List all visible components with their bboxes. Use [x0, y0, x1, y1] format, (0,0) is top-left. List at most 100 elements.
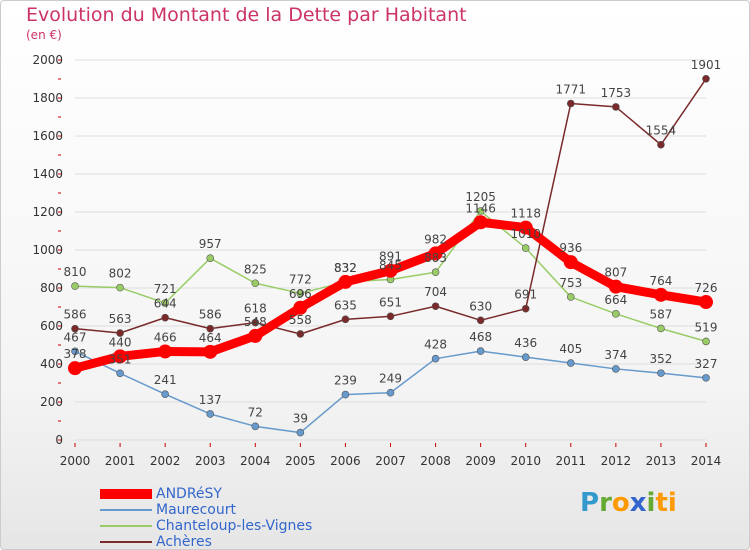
- data-point: [251, 318, 260, 327]
- y-tick-label: 1400: [32, 167, 63, 181]
- data-label: 428: [424, 338, 447, 352]
- data-point: [476, 316, 485, 325]
- legend-item: Achères: [100, 534, 360, 550]
- data-label: 810: [64, 265, 87, 279]
- y-tick-label: 1600: [32, 129, 63, 143]
- data-label: 982: [424, 232, 447, 246]
- data-point: [341, 390, 350, 399]
- data-point: [566, 293, 575, 301]
- data-point: [521, 353, 530, 361]
- data-label: 764: [649, 274, 672, 288]
- data-label: 405: [559, 342, 582, 356]
- data-point: [612, 103, 620, 111]
- data-point: [657, 369, 665, 377]
- data-label: 374: [604, 348, 627, 362]
- data-point: [431, 302, 440, 311]
- data-point: [68, 361, 82, 376]
- data-label: 891: [379, 250, 402, 264]
- data-point: [296, 289, 305, 298]
- y-tick-label: 600: [40, 319, 63, 333]
- data-point: [566, 359, 575, 367]
- data-label: 635: [334, 298, 357, 312]
- x-tick-label: 2005: [285, 454, 316, 468]
- data-label: 845: [379, 258, 402, 272]
- legend-item: Maurecourt: [100, 502, 360, 518]
- data-label: 352: [649, 352, 672, 366]
- data-point: [206, 410, 215, 418]
- data-point: [431, 268, 440, 277]
- series-3: [71, 75, 710, 338]
- data-point: [476, 347, 485, 355]
- data-label: 832: [334, 261, 357, 275]
- data-label: 241: [154, 373, 177, 387]
- data-point: [206, 254, 215, 262]
- data-label: 558: [289, 313, 312, 327]
- data-point: [431, 354, 440, 363]
- data-label: 802: [109, 267, 132, 281]
- data-point: [699, 295, 713, 310]
- data-label: 1771: [556, 83, 587, 97]
- data-label: 721: [154, 282, 177, 296]
- legend-swatch: [100, 541, 152, 543]
- data-point: [161, 299, 169, 307]
- data-point: [476, 207, 485, 215]
- data-label: 563: [109, 312, 132, 326]
- x-tick-label: 2007: [375, 454, 406, 468]
- data-point: [251, 279, 260, 288]
- x-tick-label: 2011: [556, 454, 587, 468]
- data-label: 327: [695, 357, 718, 371]
- data-label: 807: [604, 266, 627, 280]
- data-point: [203, 344, 218, 359]
- data-point: [293, 300, 308, 315]
- data-label: 239: [334, 374, 357, 388]
- data-label: 519: [695, 320, 718, 334]
- data-point: [71, 324, 79, 333]
- data-label: 772: [289, 272, 312, 286]
- data-point: [338, 274, 353, 289]
- data-label: 249: [379, 372, 402, 386]
- data-label: 586: [199, 308, 222, 322]
- data-label: 825: [244, 262, 267, 276]
- x-tick-label: 2012: [601, 454, 632, 468]
- data-point: [657, 324, 665, 333]
- data-label: 883: [424, 251, 447, 265]
- y-tick-label: 800: [40, 281, 63, 295]
- data-point: [206, 324, 215, 333]
- series-0: [68, 215, 713, 376]
- data-label: 1901: [691, 58, 722, 72]
- x-tick-label: 2004: [240, 454, 271, 468]
- legend-item: ANDRéSY: [100, 486, 360, 502]
- data-label: 1554: [646, 124, 677, 138]
- data-point: [473, 215, 488, 230]
- data-point: [518, 220, 533, 235]
- data-label: 467: [64, 330, 87, 344]
- x-tick-label: 2000: [60, 454, 91, 468]
- x-tick-label: 2010: [510, 454, 541, 468]
- x-tick-label: 2009: [465, 454, 496, 468]
- chart-subtitle: (en €): [26, 28, 62, 42]
- data-point: [116, 283, 124, 292]
- data-point: [566, 99, 575, 108]
- data-point: [251, 422, 260, 431]
- data-label: 832: [334, 261, 357, 275]
- legend: ANDRéSY Maurecourt Chanteloup-les-Vignes Ac…: [100, 486, 360, 550]
- legend-swatch: [100, 489, 152, 499]
- data-point: [296, 428, 305, 437]
- legend-label: Achères: [156, 534, 212, 550]
- chart-title: Evolution du Montant de la Dette par Hab…: [26, 4, 467, 26]
- data-label: 586: [64, 308, 87, 322]
- data-point: [161, 313, 169, 322]
- data-label: 1118: [510, 207, 541, 221]
- data-label: 726: [695, 281, 718, 295]
- data-label: 651: [379, 295, 402, 309]
- data-label: 691: [514, 288, 537, 302]
- data-label: 436: [514, 336, 537, 350]
- data-point: [71, 282, 79, 290]
- data-point: [341, 315, 350, 324]
- data-point: [161, 390, 169, 399]
- series-1: [71, 347, 710, 437]
- data-label: 466: [154, 330, 177, 344]
- data-point: [608, 279, 623, 294]
- y-tick-label: 400: [40, 357, 63, 371]
- data-point: [113, 349, 128, 364]
